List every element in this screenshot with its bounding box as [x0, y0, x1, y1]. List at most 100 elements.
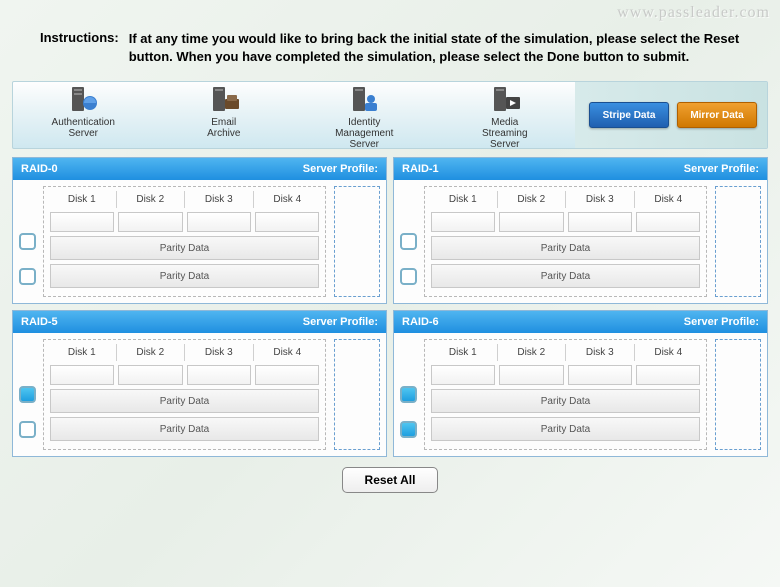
disk-label: Disk 2: [498, 344, 567, 361]
parity-row-1[interactable]: Parity Data: [50, 236, 319, 260]
parity-row-2[interactable]: Parity Data: [50, 264, 319, 288]
disk-label: Disk 2: [117, 344, 186, 361]
parity-checkbox-2[interactable]: [400, 268, 417, 285]
disks-area[interactable]: Disk 1Disk 2Disk 3Disk 4Parity DataParit…: [424, 339, 707, 450]
parity-row-2[interactable]: Parity Data: [50, 417, 319, 441]
parity-row-1[interactable]: Parity Data: [50, 389, 319, 413]
checkbox-column: [19, 186, 37, 297]
checkbox-column: [400, 186, 418, 297]
parity-checkbox-1[interactable]: [19, 386, 36, 403]
data-slot[interactable]: [499, 212, 563, 232]
data-slot[interactable]: [187, 212, 251, 232]
panel-body: Disk 1Disk 2Disk 3Disk 4 Parity Data Parit…: [13, 180, 386, 303]
server-label-2: Email: [211, 117, 236, 128]
checkbox-column: [19, 339, 37, 450]
disk-label: Disk 3: [185, 191, 254, 208]
server-label-4: Media: [491, 117, 518, 128]
data-slot[interactable]: [636, 212, 700, 232]
data-slot[interactable]: [568, 365, 632, 385]
disk-label: Disk 2: [117, 191, 186, 208]
panel-body: Disk 1Disk 2Disk 3Disk 4 Parity Data Parit…: [394, 180, 767, 303]
server-label-4b: Streaming: [435, 128, 576, 139]
data-slot[interactable]: [636, 365, 700, 385]
data-slot[interactable]: [431, 212, 495, 232]
server-label-1b: Server: [13, 128, 154, 139]
parity-checkbox-1[interactable]: [19, 233, 36, 250]
disk-label: Disk 4: [254, 344, 322, 361]
server-profile-label: Server Profile:: [684, 316, 759, 328]
stripe-data-button[interactable]: Stripe Data: [589, 102, 669, 128]
server-profile-label: Server Profile:: [303, 316, 378, 328]
panel-body: Disk 1Disk 2Disk 3Disk 4 Parity Data Parit…: [13, 333, 386, 456]
disk-labels-row: Disk 1Disk 2Disk 3Disk 4: [48, 191, 321, 208]
disk-labels-row: Disk 1Disk 2Disk 3Disk 4: [48, 344, 321, 361]
disk-label: Disk 3: [185, 344, 254, 361]
parity-checkbox-2[interactable]: [19, 421, 36, 438]
data-slot[interactable]: [255, 365, 319, 385]
server-tower-icon: [488, 85, 522, 115]
disks-area[interactable]: Disk 1Disk 2Disk 3Disk 4 Parity Data Parit…: [43, 186, 326, 297]
server-label-3: Identity: [348, 117, 380, 128]
panel-header: RAID-6Server Profile:: [394, 311, 767, 333]
panel-header: RAID-1Server Profile:: [394, 158, 767, 180]
raid-panel-raid-1: RAID-1Server Profile: Disk 1Disk 2Disk 3D…: [393, 157, 768, 304]
data-slot[interactable]: [255, 212, 319, 232]
server-profile-label: Server Profile:: [303, 163, 378, 175]
data-slot[interactable]: [187, 365, 251, 385]
toolbar: Authentication Server Email Archive Iden…: [12, 81, 768, 149]
server-tower-icon: [347, 85, 381, 115]
data-slot[interactable]: [568, 212, 632, 232]
panel-header: RAID-0 Server Profile:: [13, 158, 386, 180]
server-authentication[interactable]: Authentication Server: [13, 81, 154, 150]
server-email[interactable]: Email Archive: [154, 81, 295, 150]
server-label-1: Authentication: [52, 117, 115, 128]
parity-checkbox-1[interactable]: [400, 233, 417, 250]
parity-checkbox-1[interactable]: [400, 386, 417, 403]
disk-label: Disk 3: [566, 191, 635, 208]
data-slot[interactable]: [118, 212, 182, 232]
raid-panel-raid-5: RAID-5Server Profile: Disk 1Disk 2Disk 3D…: [12, 310, 387, 457]
disks-area[interactable]: Disk 1Disk 2Disk 3Disk 4 Parity Data Parit…: [424, 186, 707, 297]
server-profile-dropzone[interactable]: [334, 186, 380, 297]
server-list: Authentication Server Email Archive Iden…: [13, 81, 575, 150]
server-profile-dropzone[interactable]: [334, 339, 380, 450]
data-slot[interactable]: [50, 365, 114, 385]
data-slot-row: [50, 212, 319, 232]
server-identity[interactable]: Identity Management Server: [294, 81, 435, 150]
data-slot[interactable]: [499, 365, 563, 385]
parity-checkbox-2[interactable]: [19, 268, 36, 285]
parity-row-1[interactable]: Parity Data: [431, 389, 700, 413]
parity-checkbox-2[interactable]: [400, 421, 417, 438]
checkbox-column: [400, 339, 418, 450]
action-buttons: Stripe Data Mirror Data: [575, 82, 767, 148]
disk-label: Disk 4: [254, 191, 322, 208]
reset-all-button[interactable]: Reset All: [342, 467, 439, 493]
data-slot-row: [431, 365, 700, 385]
raid-panel-raid-0: RAID-0 Server Profile: Disk 1Disk 2Disk 3D…: [12, 157, 387, 304]
data-slot[interactable]: [431, 365, 495, 385]
data-slot[interactable]: [118, 365, 182, 385]
panel-title: RAID-0: [21, 163, 58, 175]
disk-label: Disk 1: [48, 344, 117, 361]
disk-labels-row: Disk 1Disk 2Disk 3Disk 4: [429, 191, 702, 208]
footer: Reset All: [0, 467, 780, 493]
parity-row-1[interactable]: Parity Data: [431, 236, 700, 260]
instructions-label: Instructions:: [40, 30, 119, 65]
disk-label: Disk 4: [635, 191, 703, 208]
parity-row-2[interactable]: Parity Data: [431, 417, 700, 441]
mirror-data-button[interactable]: Mirror Data: [677, 102, 757, 128]
server-profile-dropzone[interactable]: [715, 186, 761, 297]
server-profile-dropzone[interactable]: [715, 339, 761, 450]
server-media[interactable]: Media Streaming Server: [435, 81, 576, 150]
disk-label: Disk 1: [48, 191, 117, 208]
raid-panel-raid-6: RAID-6Server Profile:Disk 1Disk 2Disk 3D…: [393, 310, 768, 457]
panel-header: RAID-5Server Profile:: [13, 311, 386, 333]
panel-title: RAID-1: [402, 163, 439, 175]
server-label-4c: Server: [435, 139, 576, 150]
server-tower-icon: [66, 85, 100, 115]
disk-label: Disk 4: [635, 344, 703, 361]
disks-area[interactable]: Disk 1Disk 2Disk 3Disk 4 Parity Data Parit…: [43, 339, 326, 450]
parity-row-2[interactable]: Parity Data: [431, 264, 700, 288]
server-tower-icon: [207, 85, 241, 115]
data-slot[interactable]: [50, 212, 114, 232]
